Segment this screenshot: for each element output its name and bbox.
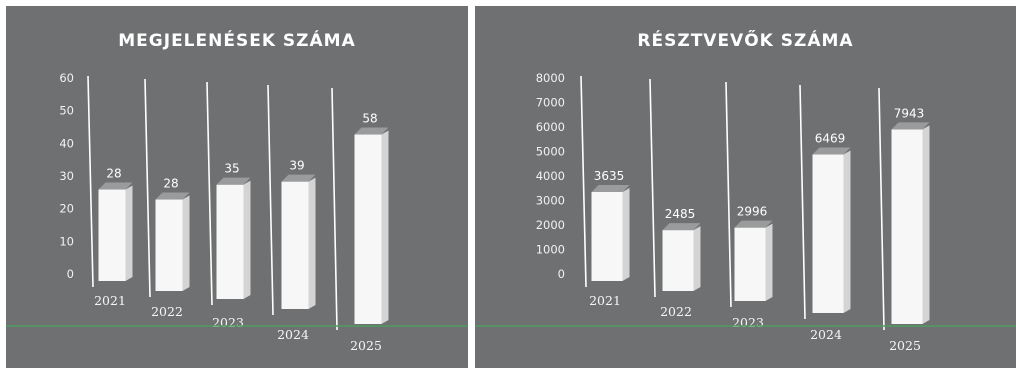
gridline (144, 78, 151, 298)
chart-panel-megjelenesek: MEGJELENÉSEK SZÁMA 60 50 40 30 20 10 0 28 2021 28… (6, 6, 468, 368)
data-label: 7943 (894, 106, 925, 120)
y-tick-label: 0 (67, 267, 74, 281)
data-label: 6469 (815, 132, 846, 146)
chart-title: RÉSZTVEVŐK SZÁMA (637, 31, 854, 51)
x-tick-label: 2023 (212, 315, 244, 330)
chart-plot-megjelenesek: 60 50 40 30 20 10 0 28 2021 28 2022 35 2023 39 2024 58 2… (6, 71, 468, 353)
data-label: 28 (163, 177, 178, 191)
bar (812, 154, 844, 313)
bar-top (216, 177, 251, 185)
x-tick-label: 2024 (810, 327, 842, 342)
y-tick-label: 7000 (536, 96, 565, 110)
x-tick-label: 2021 (589, 293, 621, 308)
data-label: 58 (362, 112, 377, 126)
bar (354, 134, 382, 324)
data-label: 3635 (594, 169, 625, 183)
bar-top (281, 174, 316, 182)
data-label: 2485 (665, 207, 696, 221)
chart-plot-resztvevok: 8000 7000 6000 5000 4000 3000 2000 1000 0 3635 202… (475, 71, 1016, 353)
bar-top (734, 220, 773, 228)
y-tick-label: 8000 (536, 71, 565, 85)
gridline (580, 75, 587, 288)
y-tick-label: 30 (59, 169, 74, 183)
y-tick-label: 2000 (536, 218, 565, 232)
y-tick-label: 20 (59, 202, 74, 216)
x-tick-label: 2025 (889, 338, 921, 353)
data-label: 35 (224, 162, 239, 176)
bar-side (308, 177, 316, 309)
x-tick-label: 2022 (151, 304, 183, 319)
y-tick-label: 60 (59, 71, 74, 85)
y-tick-label: 4000 (536, 169, 565, 183)
gridline (725, 81, 732, 308)
x-tick-label: 2021 (94, 293, 126, 308)
bar-side (843, 150, 851, 313)
bar-top (812, 147, 851, 155)
bar (734, 227, 766, 301)
bar (891, 129, 923, 324)
bar-top (354, 127, 389, 135)
y-tick-label: 5000 (536, 145, 565, 159)
y-tick-label: 0 (558, 267, 565, 281)
x-tick-label: 2022 (660, 304, 692, 319)
chart-panel-resztvevok: RÉSZTVEVŐK SZÁMA 8000 7000 6000 5000 4000 300… (475, 6, 1016, 368)
y-tick-label: 1000 (536, 243, 565, 257)
bar (281, 181, 309, 309)
gridline (878, 87, 885, 331)
bar (155, 199, 183, 291)
bar-top (98, 182, 133, 190)
bar (98, 189, 126, 281)
x-tick-label: 2023 (732, 315, 764, 330)
bar-side (125, 185, 133, 281)
chart-title: MEGJELENÉSEK SZÁMA (118, 31, 356, 51)
y-tick-label: 6000 (536, 120, 565, 134)
y-tick-label: 10 (59, 234, 74, 248)
y-tick-label: 50 (59, 104, 74, 118)
bar-side (243, 180, 251, 299)
bar (216, 184, 244, 299)
gridline (799, 84, 806, 320)
gridline (87, 75, 94, 288)
bar (662, 230, 694, 291)
y-tick-label: 40 (59, 136, 74, 150)
bar-side (381, 130, 389, 324)
data-label: 28 (106, 167, 121, 181)
bar-side (693, 226, 701, 291)
bar (591, 191, 623, 281)
gridline (649, 78, 656, 298)
x-tick-label: 2024 (277, 327, 309, 342)
bar-top (891, 122, 930, 130)
gridline (331, 87, 338, 331)
y-tick-label: 3000 (536, 194, 565, 208)
bar-top (155, 192, 190, 200)
gridline (206, 81, 213, 306)
bar-top (662, 223, 701, 231)
bar-side (622, 187, 630, 281)
data-label: 2996 (737, 205, 768, 219)
x-tick-label: 2025 (350, 338, 382, 353)
bar-top (591, 184, 630, 192)
bar-side (182, 195, 190, 291)
bar-side (765, 223, 773, 301)
bar-side (922, 125, 930, 324)
data-label: 39 (289, 159, 304, 173)
gridline (267, 84, 274, 316)
